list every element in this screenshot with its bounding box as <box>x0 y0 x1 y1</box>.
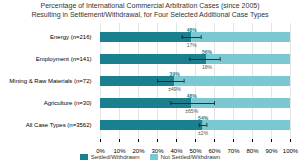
svg-text:39%: 39% <box>170 71 181 77</box>
svg-text:±2%: ±2% <box>198 130 209 136</box>
svg-text:48%: 48% <box>187 27 198 33</box>
svg-text:18%: 18% <box>202 64 213 70</box>
svg-text:80%: 80% <box>246 148 259 153</box>
svg-text:56%: 56% <box>202 49 213 55</box>
svg-text:17%: 17% <box>187 42 198 48</box>
svg-text:54%: 54% <box>198 115 209 121</box>
svg-text:Agriculture (n=30): Agriculture (n=30) <box>44 100 92 106</box>
svg-text:All Case Types (n=3562): All Case Types (n=3562) <box>26 122 92 128</box>
svg-text:90%: 90% <box>265 148 278 153</box>
svg-text:30%: 30% <box>151 148 164 153</box>
svg-text:Mining & Raw Materials (n=72): Mining & Raw Materials (n=72) <box>9 78 91 84</box>
svg-text:0%: 0% <box>96 148 105 153</box>
html-text:Settled/Withdrawn: Settled/Withdrawn <box>90 154 140 160</box>
html-text:Not Settled/Withdrawn: Not Settled/Withdrawn <box>160 154 221 160</box>
svg-text:10%: 10% <box>113 148 126 153</box>
svg-text:100%: 100% <box>283 148 299 153</box>
svg-text:±49%: ±49% <box>168 86 181 92</box>
svg-text:Energy (n=216): Energy (n=216) <box>50 34 92 40</box>
svg-text:70%: 70% <box>227 148 240 153</box>
svg-text:48%: 48% <box>187 93 198 99</box>
svg-text:±65%: ±65% <box>185 108 198 114</box>
svg-text:20%: 20% <box>132 148 145 153</box>
svg-text:60%: 60% <box>208 148 221 153</box>
svg-text:50%: 50% <box>189 148 202 153</box>
svg-text:Employment (n=141): Employment (n=141) <box>36 56 92 62</box>
svg-text:40%: 40% <box>170 148 183 153</box>
html-text:Percentage of International Co: Percentage of International Commercial A… <box>40 2 260 9</box>
html-text:Resulting in Settlement/Withdr: Resulting in Settlement/Withdrawal, for … <box>31 11 269 18</box>
